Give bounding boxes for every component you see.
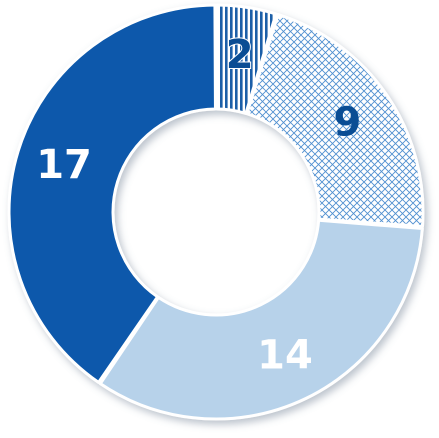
slice-label-14: 14: [257, 332, 313, 378]
slice-label-2: 2: [226, 32, 254, 78]
slice-label-9: 9: [333, 99, 361, 145]
slice-label-17: 17: [36, 142, 92, 188]
donut-slice-14: [98, 218, 424, 421]
donut-slice-9: [245, 13, 425, 228]
donut-slice-17: [7, 3, 217, 384]
donut-slice-2: [215, 3, 278, 115]
slices-group: [7, 3, 425, 421]
labels-group: 2 9 14 17: [36, 31, 361, 378]
